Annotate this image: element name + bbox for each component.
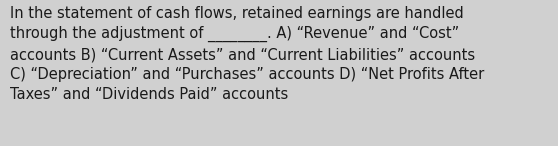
Text: In the statement of cash flows, retained earnings are handled
through the adjust: In the statement of cash flows, retained… xyxy=(10,6,484,102)
